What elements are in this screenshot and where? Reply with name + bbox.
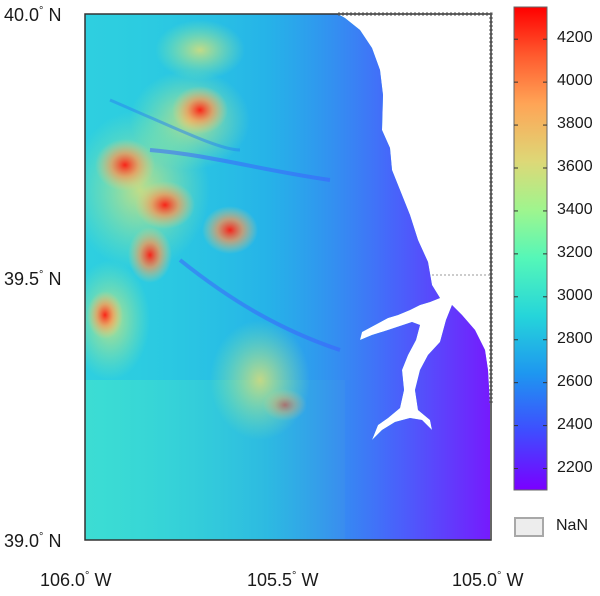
colorbar-tick-label: 2600: [557, 372, 593, 390]
colorbar-tick-label: 2200: [557, 458, 593, 476]
nan-swatch: [514, 517, 544, 537]
colorbar-tick-label: 2400: [557, 415, 593, 433]
colorbar-tick-label: 3400: [557, 200, 593, 218]
colorbar-tick-label: 2800: [557, 329, 593, 347]
colorbar-tick-label: 3200: [557, 243, 593, 261]
colorbar-ticks: [514, 38, 547, 470]
map-frame-dotted-edge: [338, 12, 493, 405]
colorbar-tick-label: 4200: [557, 29, 593, 47]
colorbar-tick-label: 3800: [557, 115, 593, 133]
lat-tick-label: 39.0° N: [4, 531, 62, 551]
colorbar-tick-label: 4000: [557, 72, 593, 90]
colorbar-tick-label: 3600: [557, 158, 593, 175]
elevation-map: [85, 14, 490, 540]
lon-tick-label: 106.0° W: [40, 570, 112, 590]
lat-tick-label: 40.0° N: [4, 5, 62, 25]
lon-tick-label: 105.0° W: [452, 570, 524, 590]
lat-tick-label: 39.5° N: [4, 269, 62, 289]
lon-tick-label: 105.5° W: [247, 570, 319, 590]
colorbar: [513, 6, 548, 491]
colorbar-tick-label: 3000: [557, 286, 593, 304]
nan-label: NaN: [556, 517, 589, 534]
